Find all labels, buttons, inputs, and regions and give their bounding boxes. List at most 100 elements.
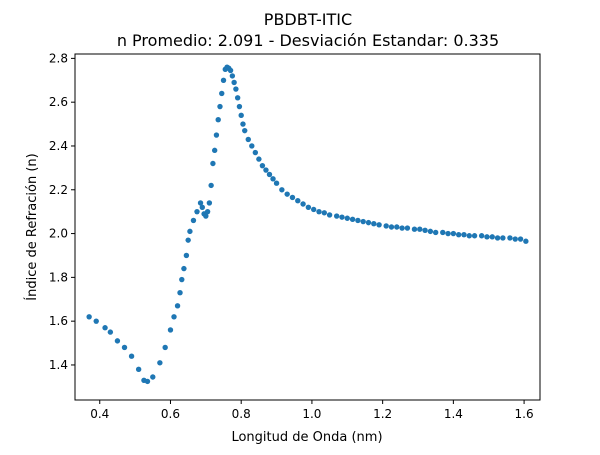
data-point: [219, 90, 225, 97]
data-point: [121, 344, 128, 351]
y-tick-label: 1.8: [49, 270, 68, 284]
data-point: [229, 73, 236, 79]
data-point: [512, 236, 518, 242]
data-point: [171, 314, 177, 320]
data-point: [455, 231, 462, 238]
data-point: [114, 338, 121, 344]
data-point: [179, 276, 185, 283]
data-point: [388, 224, 395, 230]
plot-frame: [74, 53, 541, 401]
data-point: [240, 121, 246, 127]
x-tick-label: 0.6: [161, 407, 180, 421]
data-point: [376, 222, 382, 228]
data-point: [517, 236, 524, 242]
data-point: [333, 213, 340, 219]
data-point: [93, 318, 99, 324]
data-point: [242, 127, 248, 134]
data-point: [233, 86, 239, 92]
data-point: [227, 67, 234, 74]
data-point: [157, 360, 163, 366]
data-point: [259, 162, 266, 169]
data-point: [135, 366, 142, 373]
data-point: [279, 187, 285, 193]
data-point: [355, 217, 361, 224]
y-tick-label: 2.6: [49, 95, 68, 109]
y-tick-label: 1.4: [49, 358, 68, 372]
data-point: [217, 103, 223, 110]
data-point: [270, 176, 276, 182]
data-point: [422, 227, 428, 233]
data-point: [177, 290, 183, 296]
data-point: [213, 132, 220, 138]
data-point: [238, 112, 244, 119]
x-tick-label: 1.6: [515, 407, 534, 421]
data-point: [210, 160, 216, 167]
data-point: [411, 226, 418, 232]
data-point: [305, 204, 312, 210]
data-point: [427, 228, 434, 235]
data-point: [326, 212, 333, 218]
data-point: [162, 344, 168, 351]
x-axis-label: Longitud de Onda (nm): [231, 430, 382, 445]
data-point: [466, 233, 472, 239]
data-point: [199, 204, 205, 210]
data-point: [365, 219, 372, 226]
data-point: [284, 191, 290, 197]
data-point: [321, 210, 327, 216]
data-point: [249, 143, 255, 149]
data-point: [344, 215, 350, 221]
data-point: [471, 233, 478, 239]
data-point: [234, 95, 241, 101]
y-axis-ticks: 1.4 1.6 1.8 2.0 2.2 2.4 2.6 2.8: [49, 51, 75, 372]
x-tick-label: 1.2: [373, 407, 392, 421]
data-point: [300, 201, 306, 207]
data-point: [310, 206, 317, 213]
data-points: [86, 64, 529, 385]
data-point: [181, 265, 187, 272]
data-point: [461, 231, 467, 238]
data-point: [102, 325, 108, 331]
data-point: [245, 136, 251, 143]
data-point: [289, 194, 296, 201]
data-point: [394, 224, 400, 230]
x-tick-label: 0.8: [232, 407, 251, 421]
data-point: [185, 237, 191, 243]
data-point: [295, 198, 301, 204]
data-point: [194, 208, 200, 215]
data-point: [349, 216, 356, 223]
y-tick-label: 2.8: [49, 51, 68, 65]
data-point: [371, 221, 377, 227]
data-point: [231, 79, 237, 86]
data-point: [360, 218, 366, 225]
data-point: [316, 208, 322, 215]
y-tick-label: 2.0: [49, 227, 68, 241]
x-axis-ticks: 0.4 0.6 0.8 1.0 1.2 1.4 1.6: [90, 400, 534, 421]
data-point: [107, 329, 114, 335]
data-point: [206, 200, 213, 206]
data-point: [203, 213, 209, 219]
data-point: [445, 230, 451, 237]
data-point: [440, 229, 446, 236]
data-point: [86, 314, 92, 320]
data-point: [174, 303, 181, 309]
data-point: [215, 117, 221, 123]
x-tick-label: 0.4: [90, 407, 109, 421]
data-point: [144, 378, 151, 385]
y-tick-label: 1.6: [49, 314, 68, 328]
data-point: [266, 171, 273, 178]
chart-subtitle: n Promedio: 2.091 - Desviación Estandar:…: [117, 31, 499, 50]
data-point: [507, 235, 513, 241]
data-point: [150, 374, 156, 380]
data-point: [273, 180, 280, 186]
data-point: [190, 217, 197, 224]
data-point: [204, 208, 211, 215]
data-point: [263, 167, 269, 173]
data-point: [399, 225, 405, 231]
data-point: [197, 200, 204, 206]
data-point: [183, 252, 190, 259]
data-point: [211, 147, 218, 154]
data-point: [450, 230, 457, 237]
